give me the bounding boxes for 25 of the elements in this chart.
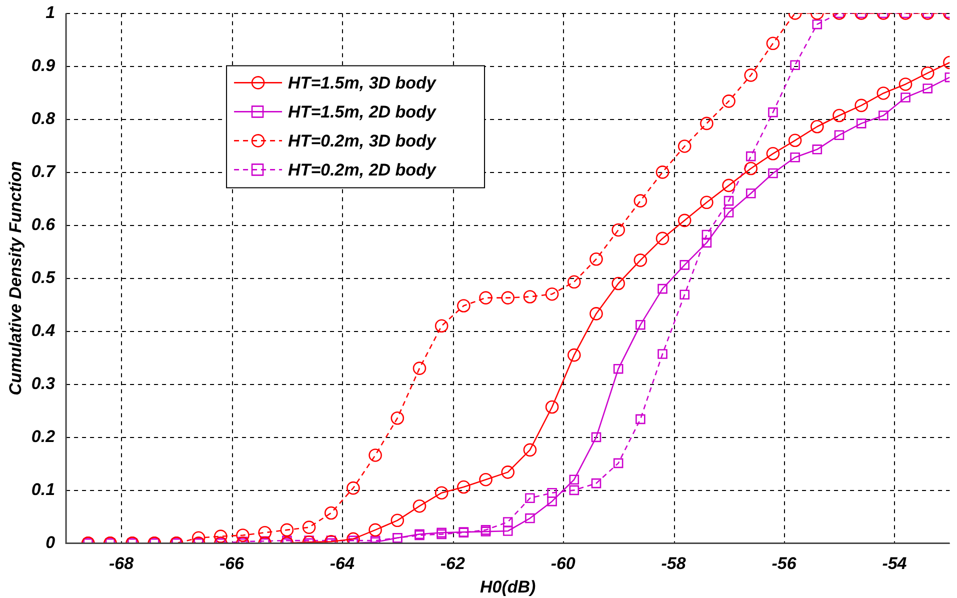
legend-label: HT=1.5m, 2D body xyxy=(288,102,438,122)
x-tick-label: -68 xyxy=(108,554,134,574)
legend-label: HT=1.5m, 3D body xyxy=(288,73,438,92)
x-tick-label: -54 xyxy=(882,554,908,574)
y-tick-label: 0.4 xyxy=(31,320,56,340)
y-tick-label: 0.6 xyxy=(31,214,56,234)
y-tick-label: 0.2 xyxy=(31,426,56,446)
y-tick-label: 1 xyxy=(46,2,56,22)
y-tick-label: 0.7 xyxy=(31,162,57,181)
y-axis-title: Cumulative Density Function xyxy=(6,161,25,396)
x-tick-label: -64 xyxy=(330,554,356,574)
y-tick-label: 0 xyxy=(46,532,56,552)
y-tick-label: 0.5 xyxy=(31,268,56,287)
y-tick-label: 0.8 xyxy=(31,108,56,128)
y-tick-label: 0.9 xyxy=(31,56,56,75)
x-tick-label: -62 xyxy=(440,554,466,574)
x-tick-label: -58 xyxy=(661,554,686,574)
y-tick-label: 0.3 xyxy=(31,374,56,393)
y-tick-label: 0.1 xyxy=(31,480,56,499)
legend-label: HT=0.2m, 3D body xyxy=(288,131,438,150)
x-axis-title: H0(dB) xyxy=(480,577,536,596)
legend-label: HT=0.2m, 2D body xyxy=(288,160,438,180)
x-tick-label: -66 xyxy=(219,554,245,574)
x-tick-label: -56 xyxy=(772,554,797,574)
x-tick-label: -60 xyxy=(550,554,576,574)
